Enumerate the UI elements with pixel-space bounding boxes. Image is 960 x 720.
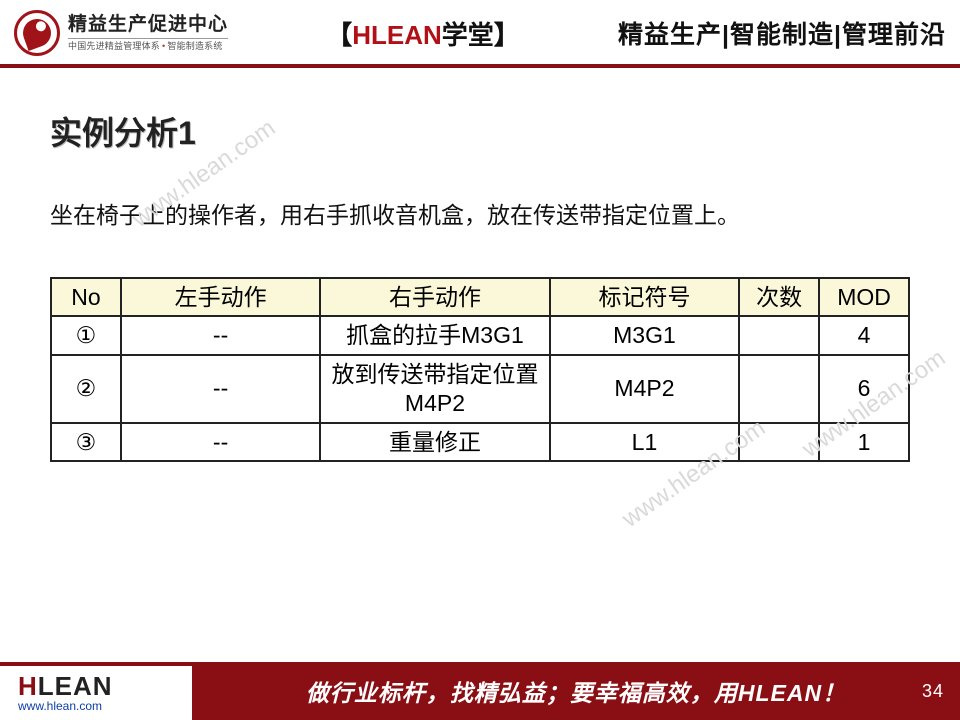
cell-mark: M3G1 xyxy=(550,316,740,355)
header-right-tags: 精益生产|智能制造|管理前沿 xyxy=(618,15,946,51)
cell-right: 放到传送带指定位置M4P2 xyxy=(320,355,549,423)
footer: HLEAN www.hlean.com 做行业标杆，找精弘益；要幸福高效，用HL… xyxy=(0,662,960,720)
cell-count xyxy=(739,423,819,462)
logo-icon xyxy=(14,10,60,56)
col-mark: 标记符号 xyxy=(550,278,740,317)
footer-url: www.hlean.com xyxy=(18,700,192,713)
cell-count xyxy=(739,316,819,355)
table-header-row: No 左手动作 右手动作 标记符号 次数 MOD xyxy=(51,278,909,317)
table-row: ② -- 放到传送带指定位置M4P2 M4P2 6 xyxy=(51,355,909,423)
motion-table: No 左手动作 右手动作 标记符号 次数 MOD ① -- 抓盒的拉手M3G1 … xyxy=(50,277,910,463)
cell-mark: M4P2 xyxy=(550,355,740,423)
footer-slogan: 做行业标杆，找精弘益；要幸福高效，用HLEAN！ xyxy=(306,674,846,708)
cell-left: -- xyxy=(121,423,320,462)
cell-left: -- xyxy=(121,316,320,355)
cell-mod: 6 xyxy=(819,355,909,423)
header-bar: 精益生产促进中心 中国先进精益管理体系•智能制造系统 【HLEAN学堂】 精益生… xyxy=(0,0,960,68)
col-mod: MOD xyxy=(819,278,909,317)
cell-count xyxy=(739,355,819,423)
cell-no: ② xyxy=(51,355,121,423)
header-center-title: 【HLEAN学堂】 xyxy=(228,15,618,52)
logo-title: 精益生产促进中心 xyxy=(68,14,228,36)
col-right: 右手动作 xyxy=(320,278,549,317)
cell-no: ① xyxy=(51,316,121,355)
page-number: 34 xyxy=(922,681,944,702)
table-row: ① -- 抓盒的拉手M3G1 M3G1 4 xyxy=(51,316,909,355)
cell-mark: L1 xyxy=(550,423,740,462)
cell-left: -- xyxy=(121,355,320,423)
col-left: 左手动作 xyxy=(121,278,320,317)
col-count: 次数 xyxy=(739,278,819,317)
footer-brand: HLEAN xyxy=(18,673,192,700)
slide-description: 坐在椅子上的操作者，用右手抓收音机盒，放在传送带指定位置上。 xyxy=(50,198,910,233)
cell-right: 抓盒的拉手M3G1 xyxy=(320,316,549,355)
table-row: ③ -- 重量修正 L1 1 xyxy=(51,423,909,462)
logo-subtitle: 中国先进精益管理体系•智能制造系统 xyxy=(68,38,228,51)
cell-right: 重量修正 xyxy=(320,423,549,462)
slide-title: 实例分析1 xyxy=(50,108,910,154)
logo-block: 精益生产促进中心 中国先进精益管理体系•智能制造系统 xyxy=(14,10,228,56)
footer-slogan-bar: 做行业标杆，找精弘益；要幸福高效，用HLEAN！ 34 xyxy=(192,662,960,720)
cell-mod: 1 xyxy=(819,423,909,462)
cell-no: ③ xyxy=(51,423,121,462)
col-no: No xyxy=(51,278,121,317)
footer-brand-block: HLEAN www.hlean.com xyxy=(0,662,192,720)
cell-mod: 4 xyxy=(819,316,909,355)
